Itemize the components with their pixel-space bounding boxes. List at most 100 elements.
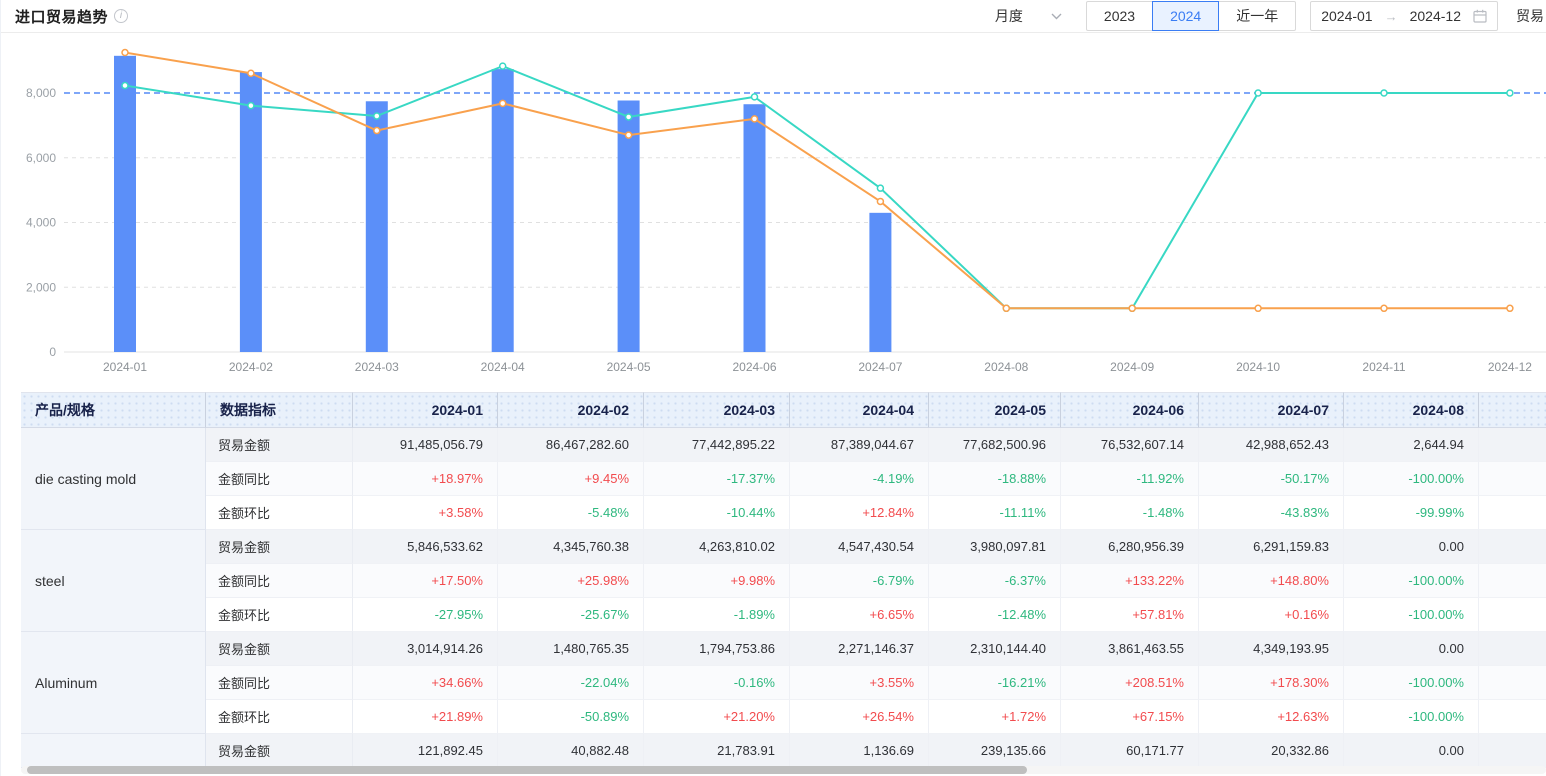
chevron-down-icon <box>1051 13 1062 19</box>
date-range-picker[interactable]: 2024-01 → 2024-12 <box>1310 1 1498 31</box>
value-cell: +3.55% <box>790 666 929 700</box>
year-button-group: 2023 2024 近一年 <box>1085 1 1297 31</box>
arrow-right-icon: → <box>1384 8 1398 24</box>
value-cell: 4,345,760.38 <box>498 530 644 564</box>
svg-text:2024-05: 2024-05 <box>607 360 651 374</box>
value-cell: +0.16% <box>1199 598 1344 632</box>
value-cell: +12.63% <box>1199 700 1344 734</box>
value-cell: +67.15% <box>1061 700 1199 734</box>
value-cell: 40,882.48 <box>498 734 644 768</box>
column-header: 数据指标 <box>206 392 353 428</box>
data-grid: 产品/规格 数据指标 2024-01 2024-02 2024-03 2024-04 202… <box>21 392 1546 768</box>
value-cell: +6.65% <box>790 598 929 632</box>
value-cell: 6,280,956.39 <box>1061 530 1199 564</box>
value-cell: 3,980,097.81 <box>929 530 1061 564</box>
value-cell: -43.83% <box>1199 496 1344 530</box>
value-cell: 77,682,500.96 <box>929 428 1061 462</box>
value-cell: -0.16% <box>644 666 790 700</box>
product-cell: Aluminum <box>21 632 206 734</box>
trade-data-table: 产品/规格 数据指标 2024-01 2024-02 2024-03 2024-04 202… <box>21 392 1546 768</box>
value-cell: +21.89% <box>353 700 498 734</box>
svg-text:4,000: 4,000 <box>26 216 56 230</box>
product-cell: steel <box>21 530 206 632</box>
panel-header: 进口贸易趋势 i 月度 2023 2024 近一年 2024-01 → 2024… <box>1 0 1546 33</box>
chart-canvas: 0 2,000 4,000 6,000 8,000 2024-01 2024-02 2024-… <box>26 48 1546 374</box>
metric-cell: 贸易金额 <box>206 428 353 462</box>
value-cell: -5.48% <box>498 496 644 530</box>
value-cell: +17.50% <box>353 564 498 598</box>
trade-trend-chart: 0 2,000 4,000 6,000 8,000 2024-01 2024-02 2024-… <box>1 33 1546 380</box>
value-cell: -27.95% <box>353 598 498 632</box>
value-cell: 76,532,607.14 <box>1061 428 1199 462</box>
value-cell: -6.37% <box>929 564 1061 598</box>
value-cell: 0.00 <box>1344 632 1479 666</box>
value-cell: -18.88% <box>929 462 1061 496</box>
value-cell: 21,783.91 <box>644 734 790 768</box>
value-cell <box>1479 496 1546 530</box>
year-button-2024[interactable]: 2024 <box>1152 1 1220 31</box>
metric-cell: 贸易金额 <box>206 632 353 666</box>
granularity-value: 月度 <box>994 8 1023 24</box>
svg-text:2024-12: 2024-12 <box>1488 360 1532 374</box>
value-cell: 0.00 <box>1344 530 1479 564</box>
value-cell: -50.17% <box>1199 462 1344 496</box>
value-cell: -11.11% <box>929 496 1061 530</box>
metric-cell: 金额环比 <box>206 496 353 530</box>
value-cell: +26.54% <box>790 700 929 734</box>
value-cell: +9.45% <box>498 462 644 496</box>
value-cell: 5,846,533.62 <box>353 530 498 564</box>
value-cell: +9.98% <box>644 564 790 598</box>
value-cell: 1,136.69 <box>790 734 929 768</box>
svg-text:2,000: 2,000 <box>26 280 56 294</box>
svg-text:2024-02: 2024-02 <box>229 360 273 374</box>
value-cell: 1,794,753.86 <box>644 632 790 666</box>
value-cell: +18.97% <box>353 462 498 496</box>
date-range-start[interactable]: 2024-01 <box>1321 8 1373 24</box>
value-cell: +148.80% <box>1199 564 1344 598</box>
value-cell: -4.19% <box>790 462 929 496</box>
metric-cell: 金额同比 <box>206 462 353 496</box>
value-cell: -16.21% <box>929 666 1061 700</box>
svg-text:8,000: 8,000 <box>26 86 56 100</box>
page-title: 进口贸易趋势 <box>15 8 109 26</box>
svg-text:2024-04: 2024-04 <box>481 360 525 374</box>
value-cell: +34.66% <box>353 666 498 700</box>
product-cell: die casting mold <box>21 428 206 530</box>
value-cell: -22.04% <box>498 666 644 700</box>
value-cell: 60,171.77 <box>1061 734 1199 768</box>
value-cell: -10.44% <box>644 496 790 530</box>
value-cell <box>1479 428 1546 462</box>
value-cell: -12.48% <box>929 598 1061 632</box>
value-cell: 87,389,044.67 <box>790 428 929 462</box>
value-cell: 77,442,895.22 <box>644 428 790 462</box>
svg-text:2024-07: 2024-07 <box>858 360 902 374</box>
calendar-icon <box>1473 9 1487 23</box>
column-header: 产品/规格 <box>21 392 206 428</box>
value-cell: 2,271,146.37 <box>790 632 929 666</box>
value-cell: 42,988,652.43 <box>1199 428 1344 462</box>
svg-text:2024-11: 2024-11 <box>1362 360 1405 374</box>
value-cell: 3,014,914.26 <box>353 632 498 666</box>
year-button-2023[interactable]: 2023 <box>1085 1 1154 31</box>
value-cell: -100.00% <box>1344 462 1479 496</box>
scrollbar-thumb[interactable] <box>27 766 1027 774</box>
granularity-select[interactable]: 月度 <box>985 1 1072 31</box>
horizontal-scrollbar[interactable] <box>21 766 1546 774</box>
value-cell: +25.98% <box>498 564 644 598</box>
month-column-header: 2024-05 <box>929 392 1061 428</box>
month-column-header: 2024-02 <box>498 392 644 428</box>
value-cell: 2,310,144.40 <box>929 632 1061 666</box>
svg-text:2024-10: 2024-10 <box>1236 360 1280 374</box>
product-cell <box>21 734 206 768</box>
value-cell: -1.48% <box>1061 496 1199 530</box>
month-column-header: 2024-03 <box>644 392 790 428</box>
year-button-recent-year[interactable]: 近一年 <box>1218 1 1297 31</box>
value-cell: +57.81% <box>1061 598 1199 632</box>
value-cell: -99.99% <box>1344 496 1479 530</box>
value-cell <box>1479 598 1546 632</box>
trade-metric-select-partial[interactable]: 贸易 <box>1516 8 1544 24</box>
value-cell: +21.20% <box>644 700 790 734</box>
date-range-end[interactable]: 2024-12 <box>1409 8 1461 24</box>
info-icon[interactable]: i <box>114 9 129 23</box>
